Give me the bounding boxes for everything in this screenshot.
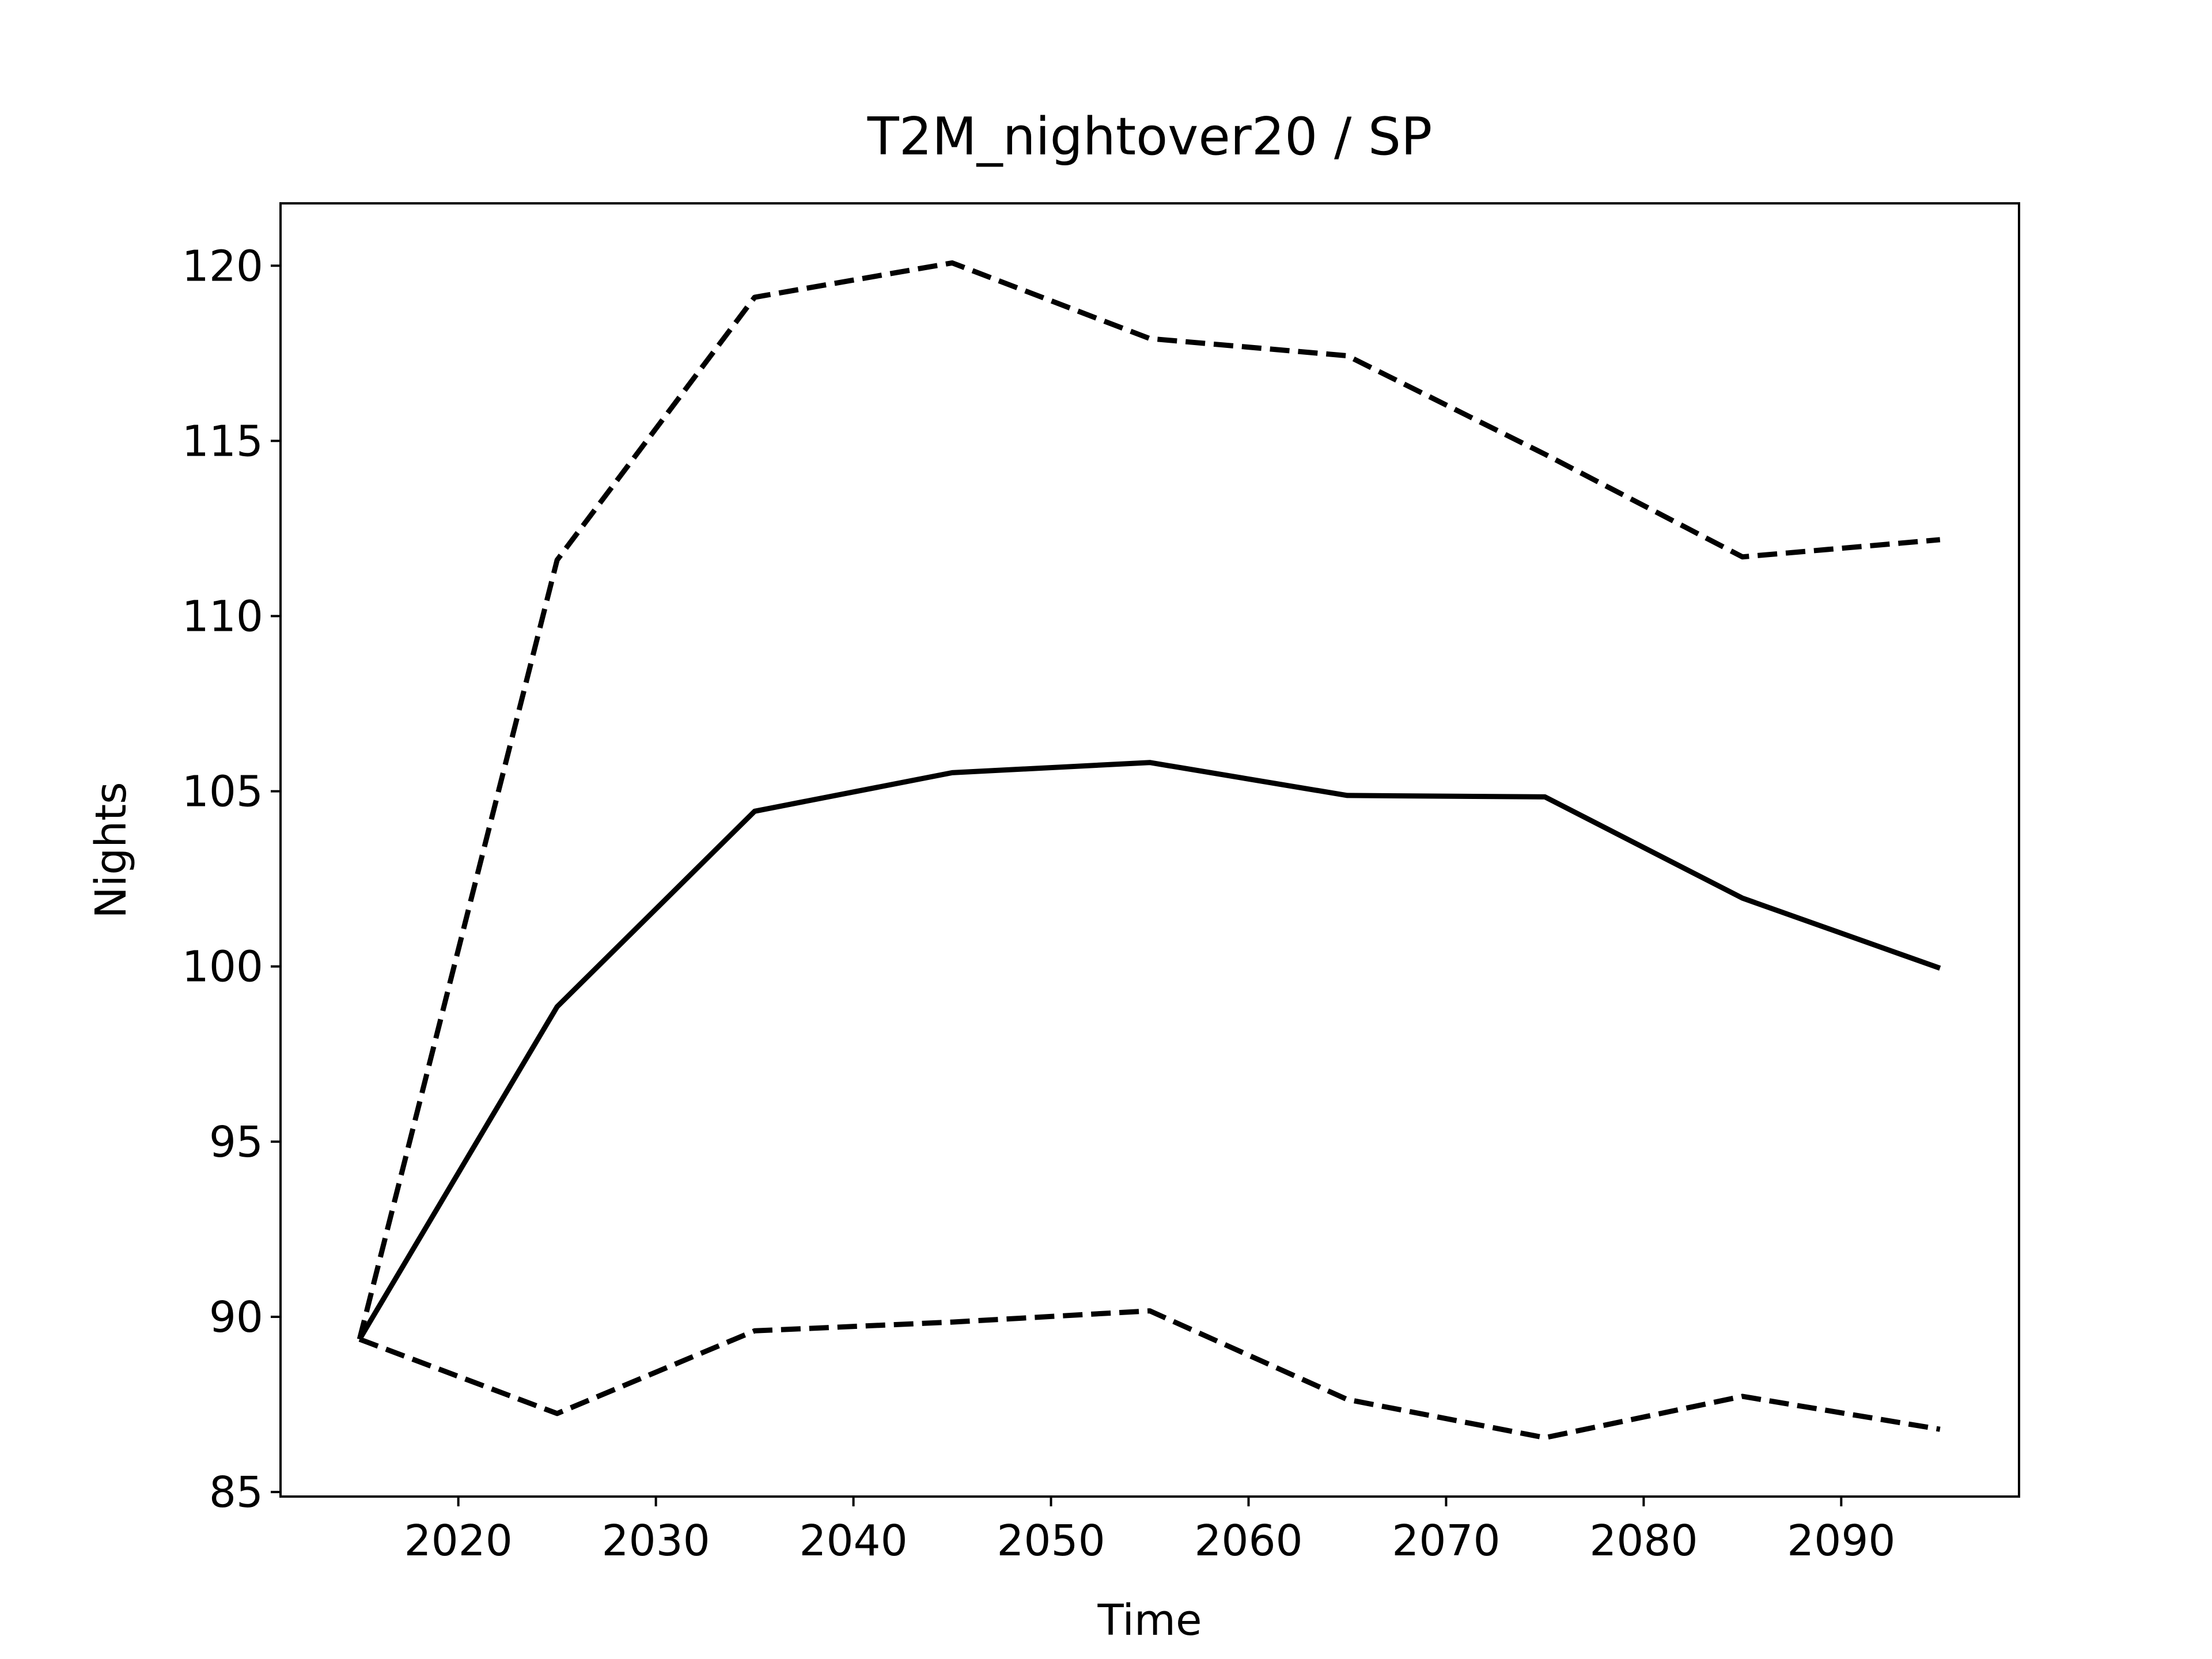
chart-title: T2M_nightover20 / SP	[867, 107, 1433, 167]
y-tick-label: 110	[182, 592, 263, 642]
x-tick-label: 2050	[997, 1516, 1105, 1566]
y-tick-label: 85	[209, 1468, 263, 1517]
x-axis-label: Time	[1097, 1596, 1202, 1645]
y-tick-label: 100	[182, 942, 263, 992]
y-tick-label: 120	[182, 241, 263, 291]
x-tick-label: 2030	[601, 1516, 710, 1566]
line	[357, 260, 1941, 1340]
x-tick-label: 2040	[799, 1516, 907, 1566]
x-tick-label: 2070	[1392, 1516, 1500, 1566]
y-tick-label: 115	[182, 416, 263, 466]
y-axis-label: Nights	[86, 782, 136, 918]
x-tick-label: 2060	[1194, 1516, 1302, 1566]
y-tick-label: 105	[182, 767, 263, 817]
x-tick-label: 2020	[404, 1516, 512, 1566]
x-tick-label: 2090	[1787, 1516, 1895, 1566]
line	[358, 1308, 1941, 1441]
line	[357, 760, 1941, 1341]
y-tick-label: 95	[209, 1118, 263, 1167]
axes-frame	[279, 202, 2020, 1498]
x-tick-label: 2080	[1589, 1516, 1698, 1566]
y-tick-label: 90	[209, 1293, 263, 1342]
